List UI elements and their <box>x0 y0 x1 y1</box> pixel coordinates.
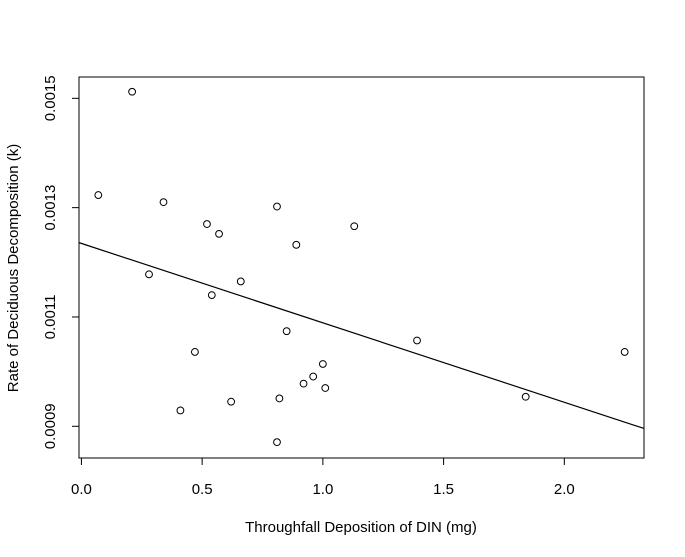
data-point <box>350 222 359 231</box>
y-tick-label: 0.0009 <box>42 403 59 449</box>
data-point <box>227 397 236 406</box>
y-tick-label: 0.0015 <box>42 75 59 121</box>
x-axis: 0.0 0.5 1.0 1.5 2.0 <box>71 457 575 498</box>
data-point <box>282 327 291 336</box>
data-point <box>236 277 245 286</box>
data-point <box>309 372 318 381</box>
fit-line-layer <box>78 242 645 430</box>
x-axis-title: Throughfall Deposition of DIN (mg) <box>245 519 477 536</box>
data-point <box>176 406 185 415</box>
y-tick-label: 0.0011 <box>42 295 59 340</box>
data-point <box>159 198 168 207</box>
data-point <box>203 220 211 228</box>
data-point <box>292 240 301 249</box>
data-point <box>521 392 530 401</box>
data-point <box>273 202 281 211</box>
x-tick-label: 0.5 <box>192 481 213 498</box>
data-point <box>299 379 308 388</box>
data-point <box>620 348 629 356</box>
data-point <box>321 384 330 392</box>
data-point <box>207 291 216 300</box>
data-point <box>190 348 199 356</box>
x-tick-label: 1.0 <box>312 481 333 498</box>
y-axis-title: Rate of Deciduous Decomposition (k) <box>5 144 22 392</box>
fit-line <box>78 242 645 430</box>
data-point <box>128 87 137 96</box>
data-point <box>273 438 281 447</box>
data-point <box>413 336 421 345</box>
points-layer <box>94 87 629 447</box>
data-point <box>318 360 327 368</box>
data-point <box>215 229 223 238</box>
data-point <box>145 270 153 279</box>
y-axis: 0.0009 0.0011 0.0013 0.0015 <box>42 75 80 449</box>
x-tick-label: 2.0 <box>554 481 575 498</box>
data-point <box>275 394 284 403</box>
x-tick-label: 0.0 <box>71 481 92 498</box>
y-tick-label: 0.0013 <box>42 185 59 231</box>
x-tick-label: 1.5 <box>433 481 454 498</box>
data-point <box>94 191 103 199</box>
